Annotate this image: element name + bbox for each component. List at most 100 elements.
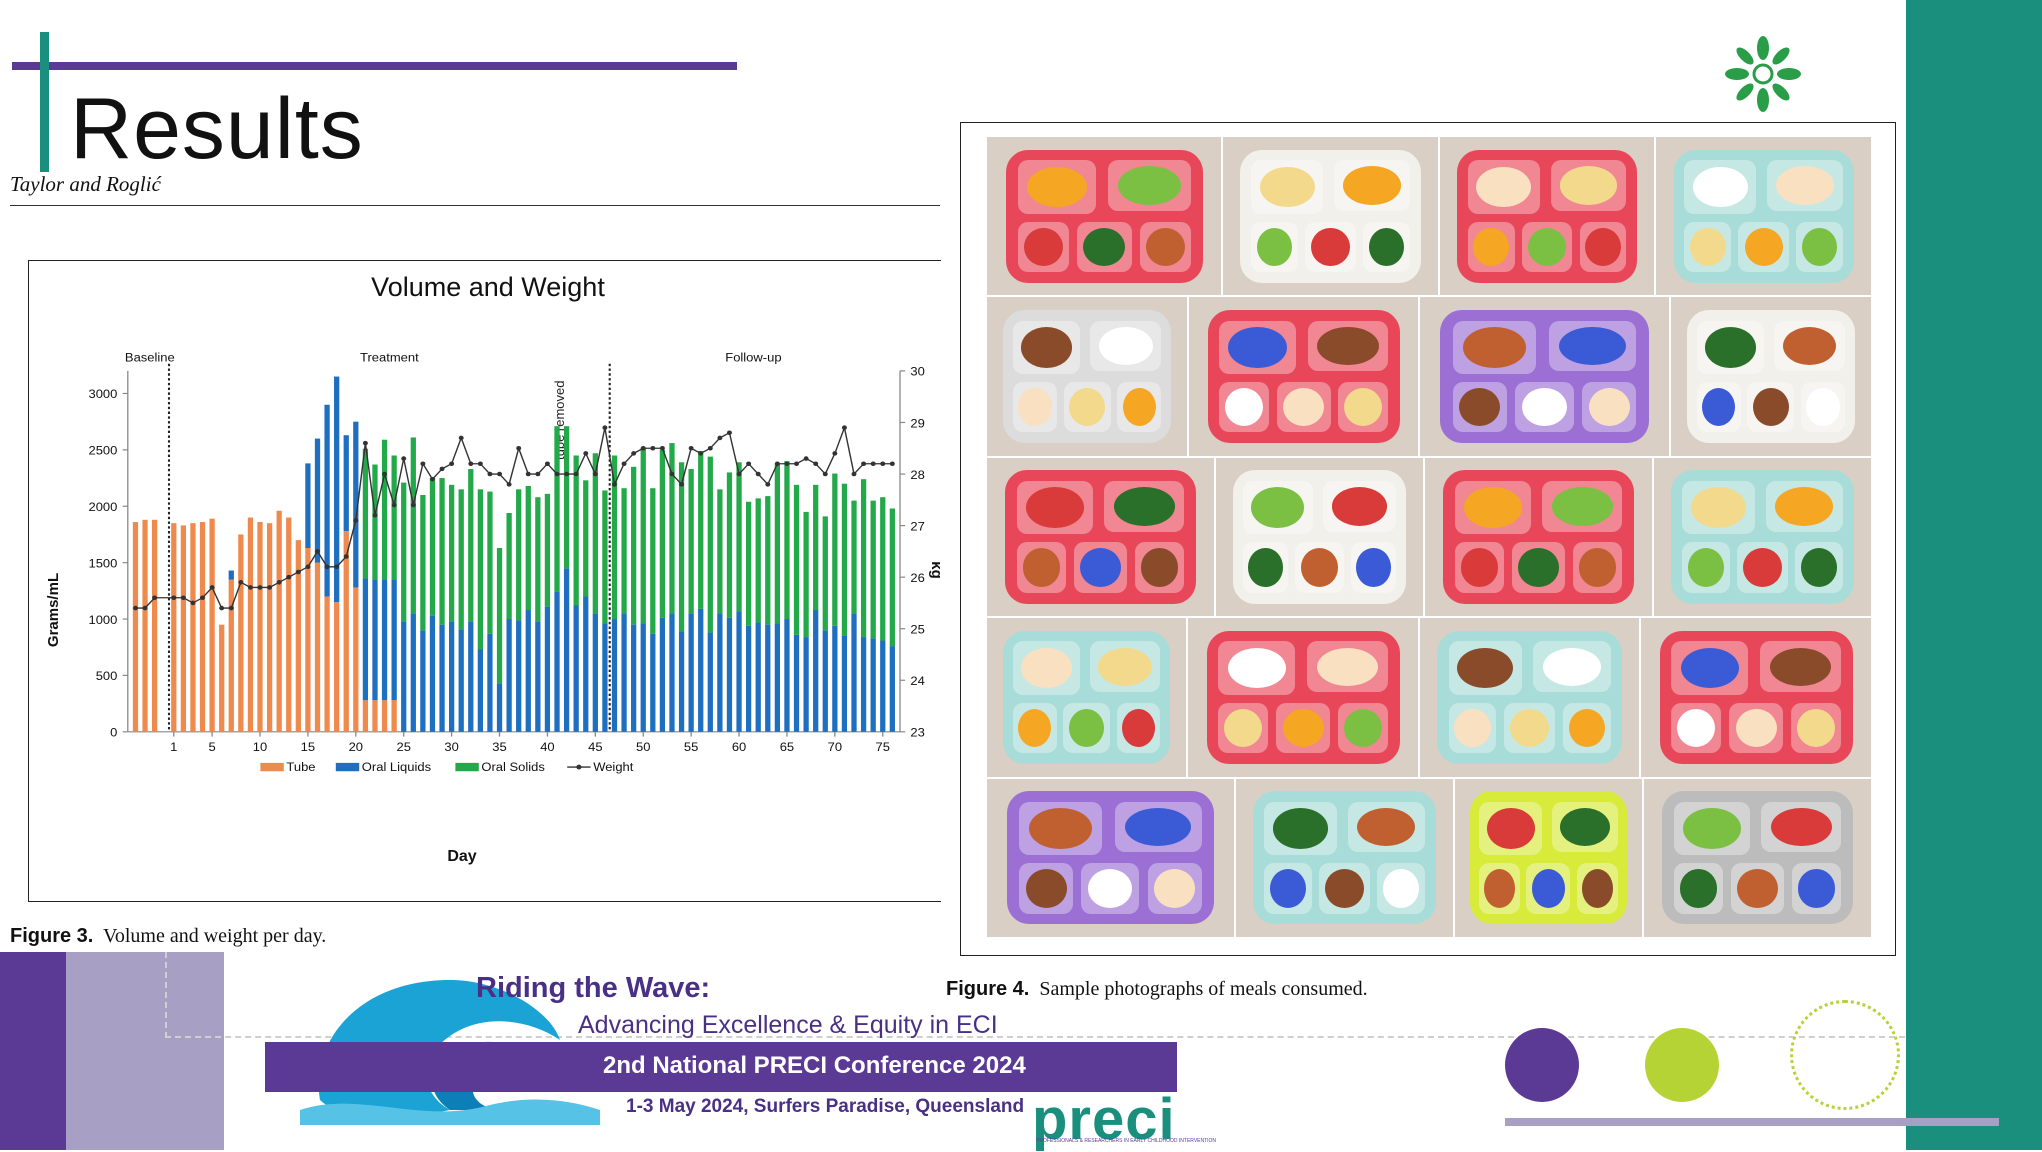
weight-point: [554, 471, 560, 477]
conference-band: [265, 1042, 1177, 1092]
food-item: [1145, 227, 1185, 266]
tray-compartment: [1218, 702, 1269, 754]
bar-oral-liquids: [822, 630, 828, 732]
weight-point: [295, 569, 301, 575]
legend-label: Tube: [286, 761, 315, 774]
food-item: [1283, 387, 1325, 427]
bar-tube: [171, 523, 177, 732]
y2-tick-label: 26: [910, 571, 925, 584]
x-tick-label: 45: [588, 740, 603, 753]
tray-compartment: [1019, 801, 1103, 856]
bar-oral-solids: [803, 511, 809, 638]
weight-point: [410, 502, 416, 508]
bar-oral-liquids: [391, 579, 397, 701]
food-item: [1098, 647, 1152, 686]
bar-oral-solids: [592, 453, 598, 614]
bar-oral-liquids: [621, 613, 627, 732]
bar-oral-liquids: [516, 620, 522, 732]
food-item: [1457, 647, 1514, 689]
food-item: [1088, 869, 1133, 908]
weight-point: [142, 605, 148, 611]
food-item: [1551, 487, 1613, 526]
food-item: [1463, 487, 1522, 528]
bar-oral-liquids: [774, 623, 781, 732]
food-item: [1578, 548, 1617, 587]
bar-oral-liquids: [631, 624, 637, 732]
y2-axis-label: kg: [928, 561, 940, 579]
bar-oral-solids: [391, 455, 397, 580]
food-item: [1559, 807, 1610, 847]
food-item: [1080, 548, 1121, 587]
bar-oral-liquids: [477, 649, 484, 732]
food-item: [1272, 808, 1329, 849]
bar-oral-solids: [372, 464, 378, 580]
weight-point: [362, 440, 368, 446]
tray-compartment: [1796, 221, 1843, 273]
tray-compartment: [1318, 863, 1370, 914]
food-item: [1510, 708, 1550, 748]
food-item: [1797, 869, 1836, 908]
meal-tray: [1253, 791, 1436, 925]
bar-oral-liquids: [640, 623, 646, 732]
bar-oral-liquids: [602, 623, 608, 732]
food-item: [1682, 808, 1741, 849]
plot-group: Baseline Treatment Follow-up 0 500 1000 1500 20…: [89, 351, 925, 774]
bar-oral-liquids: [717, 613, 723, 732]
right-side-bar: [1906, 0, 2042, 1150]
weight-point: [650, 445, 656, 451]
bar-oral-solids: [525, 485, 531, 611]
bar-oral-solids: [477, 489, 484, 650]
food-item: [1125, 807, 1192, 847]
tray-compartment: [1377, 863, 1425, 914]
tray-compartment: [1729, 702, 1784, 754]
tray-compartment: [1766, 481, 1843, 532]
tray-compartment: [1467, 160, 1540, 214]
preci-logo: preci: [1032, 1087, 1176, 1152]
bar-oral-solids: [554, 426, 560, 592]
meal-photo: [1641, 618, 1871, 777]
tray-compartment: [1012, 702, 1057, 754]
weight-point: [746, 461, 752, 466]
meal-photo: [1420, 297, 1669, 456]
bar-tube: [199, 522, 206, 732]
photo-grid: [987, 137, 1873, 939]
food-item: [1259, 166, 1315, 208]
bar-tube: [334, 602, 340, 732]
food-item: [1460, 548, 1499, 587]
bar-tube: [286, 517, 292, 732]
meal-photo: [1653, 457, 1871, 617]
weight-point: [535, 471, 541, 477]
bar-oral-liquids: [698, 608, 704, 732]
tray-compartment: [1012, 641, 1080, 695]
weight-point: [468, 461, 474, 466]
tray-compartment: [1017, 160, 1097, 214]
weight-point: [286, 574, 292, 580]
tray-compartment: [1276, 702, 1331, 754]
tray-compartment: [1526, 863, 1571, 914]
food-item: [1154, 869, 1196, 908]
decor-circle-lime: [1645, 1028, 1719, 1102]
bar-oral-solids: [669, 443, 675, 614]
volume-weight-chart: Volume and Weight tube removed Grams/mL …: [45, 272, 940, 865]
weight-point: [717, 435, 723, 441]
tray-compartment: [1452, 381, 1507, 433]
figure-3-label: Figure 3.: [10, 925, 94, 947]
weight-point: [276, 580, 282, 585]
bar-oral-solids: [745, 501, 752, 626]
tray-compartment: [1305, 221, 1356, 273]
tray-compartment: [1671, 641, 1749, 695]
tray-compartment: [1747, 381, 1795, 433]
weight-point: [544, 461, 550, 466]
meal-tray: [1206, 630, 1400, 764]
bar-oral-solids: [698, 450, 704, 609]
bar-tube: [324, 596, 330, 732]
food-item: [1568, 708, 1606, 748]
bar-oral-liquids: [353, 421, 359, 588]
food-item: [1518, 548, 1559, 587]
food-item: [1021, 327, 1073, 368]
bar-oral-solids: [544, 493, 551, 607]
bar-oral-solids: [506, 513, 512, 620]
bar-oral-solids: [688, 469, 694, 614]
phase-label: Baseline: [125, 351, 175, 364]
tray-compartment: [1307, 320, 1389, 372]
